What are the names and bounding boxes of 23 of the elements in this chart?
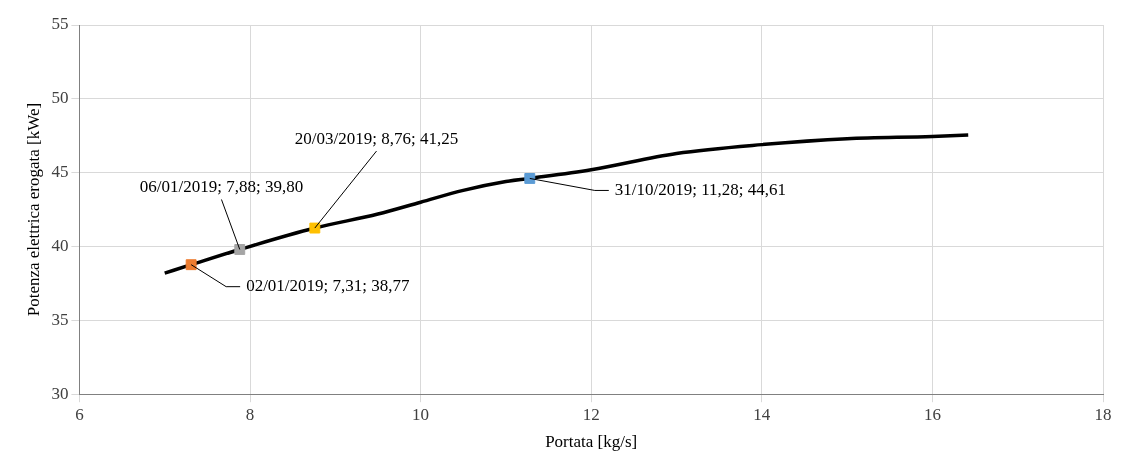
annotation: 06/01/2019; 7,88; 39,80 bbox=[139, 176, 304, 196]
annotation: 20/03/2019; 8,76; 41,25 bbox=[294, 128, 459, 148]
annotation: 31/10/2019; 11,28; 44,61 bbox=[614, 179, 787, 199]
y-tick-label: 30 bbox=[51, 383, 69, 403]
y-tick-label: 45 bbox=[51, 162, 69, 182]
point bbox=[524, 172, 536, 184]
y-tick-label: 50 bbox=[51, 88, 69, 108]
x-tick-label: 12 bbox=[582, 404, 600, 424]
y-tick-label: 55 bbox=[51, 14, 69, 34]
y-tick-label: 35 bbox=[51, 309, 69, 329]
x-tick-label: 16 bbox=[923, 404, 941, 424]
annotation: 02/01/2019; 7,31; 38,77 bbox=[246, 276, 411, 296]
point bbox=[309, 222, 321, 234]
x-tick-label: 10 bbox=[412, 404, 430, 424]
x-tick-label: 18 bbox=[1094, 404, 1112, 424]
x-tick-label: 8 bbox=[245, 404, 255, 424]
x-axis-title: Portata [kg/s] bbox=[545, 432, 638, 452]
point bbox=[185, 259, 197, 271]
point bbox=[234, 244, 246, 255]
y-axis-title: Potenza elettrica erogata [kWe] bbox=[23, 102, 43, 317]
x-tick-label: 14 bbox=[753, 404, 771, 424]
y-tick-label: 40 bbox=[51, 235, 69, 255]
x-tick-label: 6 bbox=[75, 404, 84, 424]
